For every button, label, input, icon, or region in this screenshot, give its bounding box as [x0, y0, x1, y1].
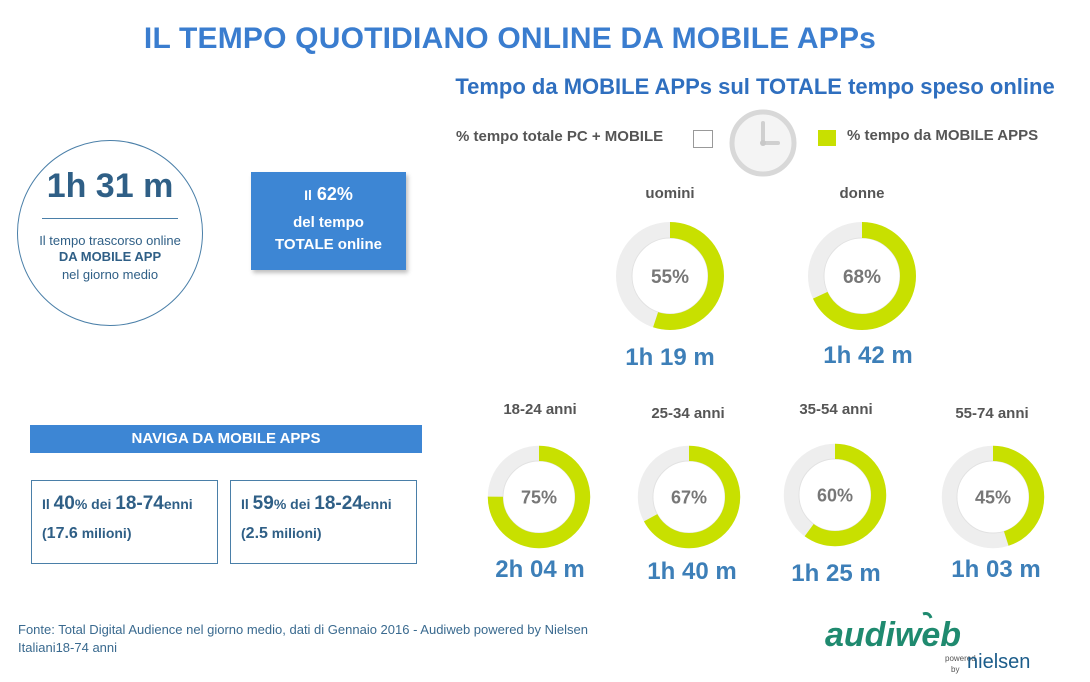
stat-millions-suffix: milioni) — [267, 525, 322, 541]
donut-time: 1h 40 m — [647, 558, 737, 585]
stat-open: ( — [42, 525, 47, 541]
logo-audiweb-text: audiweb — [825, 616, 961, 654]
donut-label: 55-74 anni — [955, 405, 1029, 422]
donut-label: 18-24 anni — [503, 401, 577, 418]
chart-subtitle: Tempo da MOBILE APPs sul TOTALE tempo sp… — [455, 74, 1055, 99]
donut-18-24: 75% — [487, 445, 591, 549]
clock-icon — [729, 109, 797, 177]
donut-time: 1h 19 m — [625, 344, 715, 371]
donut-mobile-arc — [637, 445, 741, 549]
donut-time: 2h 04 m — [495, 556, 585, 583]
naviga-header: NAVIGA DA MOBILE APPS — [30, 425, 422, 453]
share-prefix: Il — [304, 187, 312, 203]
stat-age-suffix: enni — [163, 496, 193, 512]
stat-prefix: Il — [241, 496, 253, 512]
share-line-3: TOTALE online — [275, 236, 382, 253]
legend-mobile-swatch — [818, 130, 836, 146]
legend-pc-mobile-label: % tempo totale PC + MOBILE — [456, 128, 664, 145]
stat-age-suffix: enni — [362, 496, 392, 512]
donut-value-label: 55% — [651, 267, 689, 288]
donut-value-label: 45% — [975, 488, 1011, 508]
donut-value-label: 75% — [521, 488, 557, 508]
stat-pct-suffix: % — [273, 496, 287, 512]
donut-35-54: 60% — [783, 443, 887, 547]
daily-time-desc-1: Il tempo trascorso online — [39, 233, 181, 248]
donut-time: 1h 03 m — [951, 556, 1041, 583]
donut-label: donne — [839, 185, 885, 202]
daily-time-desc-3: nel giorno medio — [61, 267, 159, 282]
stat-age: 18-74 — [115, 493, 164, 514]
donut-25-34: 67% — [637, 445, 741, 549]
donut-time: 1h 25 m — [791, 560, 881, 587]
stat-millions: 2.5 — [245, 525, 268, 542]
share-total-box: Il 62% del tempo TOTALE online — [251, 172, 406, 270]
donut-donne: 68% — [808, 222, 916, 330]
daily-time-desc-2: DA MOBILE APP — [58, 249, 162, 264]
logo-by-text: by — [951, 665, 959, 674]
donut-time: 1h 42 m — [823, 342, 913, 369]
donut-uomini: 55% — [616, 222, 724, 330]
donut-mobile-arc — [941, 445, 1045, 549]
stat-middle: dei — [286, 496, 315, 512]
source-note: Fonte: Total Digital Audience nel giorno… — [18, 622, 588, 637]
share-line-2: del tempo — [293, 214, 364, 231]
stat-box-18-24: Il 59% dei 18-24enni (2.5 milioni) — [230, 480, 417, 564]
stat-pct: 40 — [53, 493, 75, 514]
page-title: IL TEMPO QUOTIDIANO ONLINE DA MOBILE APP… — [143, 22, 877, 55]
stat-millions-suffix: milioni) — [77, 525, 132, 541]
daily-time-circle: 1h 31 m Il tempo trascorso online DA MOB… — [17, 140, 203, 326]
donut-value-label: 60% — [817, 486, 853, 506]
stat-prefix: Il — [42, 496, 54, 512]
audiweb-nielsen-logo: audiweb powered by nielsen — [825, 612, 1030, 674]
legend-mobile-apps-label: % tempo da MOBILE APPS — [847, 127, 1039, 144]
stat-open: ( — [241, 525, 246, 541]
stat-pct-suffix: % — [74, 496, 88, 512]
donut-55-74: 45% — [941, 445, 1045, 549]
circle-divider — [42, 218, 178, 219]
donut-label: uomini — [645, 185, 695, 202]
stat-box-18-74: Il 40% dei 18-74enni (17.6 milioni) — [31, 480, 218, 564]
donut-label: 35-54 anni — [799, 401, 873, 418]
donut-mobile-arc — [808, 222, 916, 330]
stat-millions: 17.6 — [46, 525, 78, 542]
logo-nielsen-text: nielsen — [967, 651, 1030, 673]
donut-mobile-arc — [783, 443, 887, 547]
share-value: 62% — [316, 184, 353, 204]
daily-time-value: 1h 31 m — [46, 167, 174, 205]
donut-label: 25-34 anni — [651, 405, 725, 422]
logo-powered-text: powered — [945, 654, 976, 663]
donut-value-label: 68% — [843, 267, 881, 288]
stat-pct: 59 — [252, 493, 274, 514]
donut-mobile-arc — [487, 445, 591, 549]
stat-age: 18-24 — [314, 493, 363, 514]
donut-mobile-arc — [616, 222, 724, 330]
population-note: Italiani18-74 anni — [18, 640, 118, 655]
stat-middle: dei — [87, 496, 116, 512]
legend-pc-mobile-swatch — [693, 130, 713, 148]
donut-value-label: 67% — [671, 488, 707, 508]
